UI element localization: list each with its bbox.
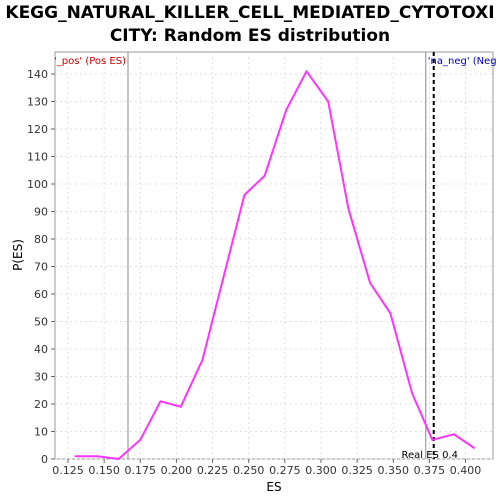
marker-label: '_pos' (Pos ES) (54, 56, 126, 67)
y-tick-label: 100 (27, 178, 48, 191)
y-tick-label: 10 (34, 426, 48, 439)
x-tick-label: 0.375 (414, 464, 446, 477)
marker-lines: '_pos' (Pos ES) 'na_neg' (Neg Real ES 0.4 (54, 52, 497, 461)
x-tick-label: 0.275 (269, 464, 301, 477)
x-tick-label: 0.150 (88, 464, 120, 477)
data-point (263, 174, 266, 177)
x-tick-label: 0.325 (341, 464, 373, 477)
data-point (431, 438, 434, 441)
y-tick-label: 60 (34, 288, 48, 301)
y-tick-label: 120 (27, 123, 48, 136)
x-axis-label: ES (266, 480, 281, 494)
series-group (74, 70, 476, 460)
y-tick-label: 0 (41, 453, 48, 466)
data-point (389, 312, 392, 315)
data-point (453, 433, 455, 436)
data-point (327, 100, 330, 103)
data-point (74, 455, 77, 458)
x-tick-label: 0.250 (233, 464, 265, 477)
x-tick-label: 0.350 (378, 464, 410, 477)
y-axis-label: P(ES) (11, 239, 25, 271)
data-point (285, 108, 288, 111)
y-axis: 0 10 20 30 40 50 60 70 80 90 100 110 120 130 140 (27, 68, 55, 466)
y-tick-label: 90 (34, 206, 48, 219)
series-line (75, 70, 475, 460)
y-tick-label: 110 (27, 151, 48, 164)
data-point (96, 455, 98, 458)
marker-label: Real ES 0.4 (401, 450, 457, 461)
data-point (179, 405, 182, 408)
data-point (369, 282, 371, 284)
x-tick-label: 0.200 (161, 464, 193, 477)
chart-title-line-2: CITY: Random ES distribution (109, 26, 391, 46)
data-point (117, 458, 120, 460)
data-point (243, 194, 246, 196)
y-tick-label: 40 (34, 343, 48, 356)
x-tick-label: 0.300 (305, 464, 337, 477)
chart-title-line-1: KEGG_NATURAL_KILLER_CELL_MEDIATED_CYTOTO… (5, 3, 495, 23)
y-tick-label: 140 (27, 68, 48, 81)
data-point (159, 400, 162, 403)
plot-area (54, 51, 494, 460)
x-tick-label: 0.175 (125, 464, 157, 477)
grid-lines (55, 52, 493, 460)
chart-title: KEGG_NATURAL_KILLER_CELL_MEDIATED_CYTOTO… (0, 2, 500, 48)
x-tick-label: 0.225 (197, 464, 229, 477)
x-tick-label: 0.400 (450, 464, 482, 477)
data-point (305, 70, 308, 73)
x-axis: 0.125 0.150 0.175 0.200 0.225 0.250 0.275 0.300… (52, 459, 481, 477)
y-tick-label: 20 (34, 398, 48, 411)
data-point (201, 359, 204, 361)
y-tick-label: 30 (34, 371, 48, 384)
marker-label: 'na_neg' (Neg (428, 56, 497, 67)
data-point (411, 392, 413, 394)
y-tick-label: 50 (34, 316, 48, 329)
data-point (221, 279, 224, 282)
x-tick-label: 0.125 (52, 464, 84, 477)
data-point (473, 447, 476, 449)
data-point (347, 207, 350, 210)
data-point (139, 438, 142, 441)
y-tick-label: 80 (34, 233, 48, 246)
y-tick-label: 130 (27, 96, 48, 109)
y-tick-label: 70 (34, 261, 48, 274)
